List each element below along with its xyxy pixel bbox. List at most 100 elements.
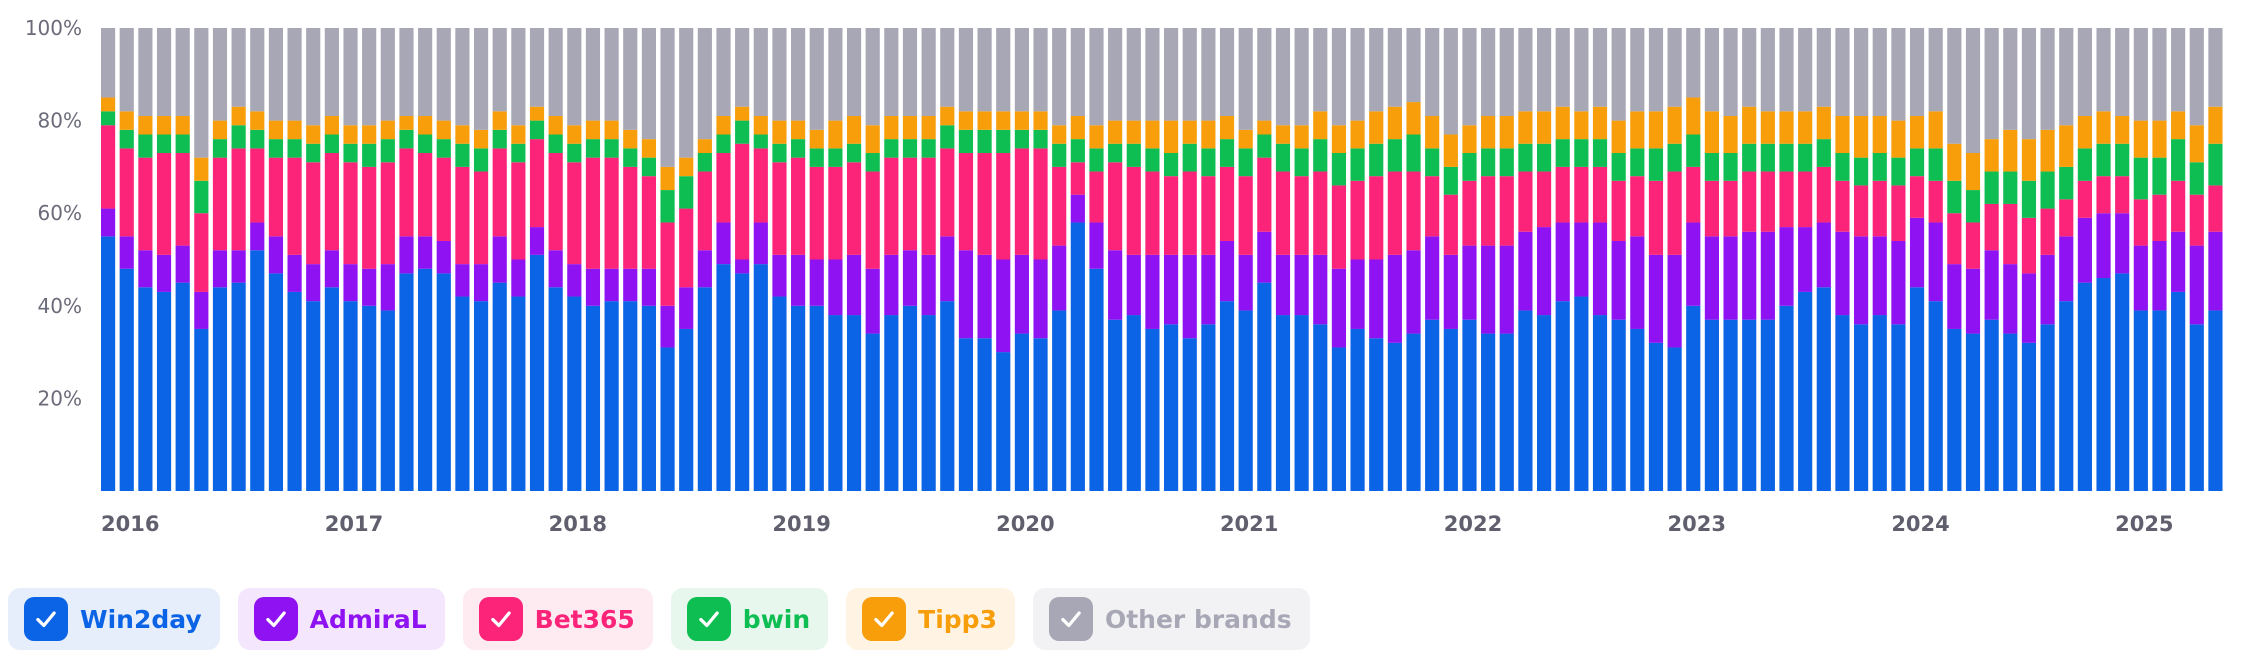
legend-item-admiral[interactable]: AdmiraL (237, 588, 445, 650)
legend-item-bwin[interactable]: bwin (670, 588, 829, 650)
legend-item-tipp3[interactable]: Tipp3 (846, 588, 1015, 650)
bar-segment-bwin (865, 153, 880, 172)
bar-segment-tipp3 (1201, 120, 1216, 149)
bar-segment-admiral (1313, 254, 1328, 325)
bar-segment-admiral (436, 240, 451, 274)
legend-checkbox-bet365[interactable] (478, 597, 523, 641)
bar-segment-bet365 (2096, 176, 2111, 214)
bar-segment-other-brands (1219, 28, 1235, 116)
bar-segment-admiral (1369, 259, 1384, 339)
legend-checkbox-admiral[interactable] (253, 597, 298, 641)
bar-segment-other-brands (436, 28, 451, 121)
bar-segment-win2day (2152, 310, 2167, 491)
bar-segment-other-brands (1164, 28, 1179, 121)
legend-label: Win2day (80, 604, 202, 634)
bar-segment-win2day (1723, 319, 1738, 491)
bar-segment-win2day (1294, 315, 1309, 491)
bar-segment-bet365 (1052, 166, 1067, 246)
bar-segment-bwin (1257, 134, 1272, 158)
bar-segment-other-brands (641, 28, 656, 140)
bar-segment-win2day (212, 287, 228, 491)
bar-segment-tipp3 (1313, 111, 1328, 140)
bar-segment-other-brands (958, 28, 974, 112)
legend-item-other-brands[interactable]: Other brands (1032, 588, 1310, 650)
x-tick-label: 2023 (1668, 512, 1726, 536)
bar-segment-admiral (735, 259, 750, 274)
stacked-bar-chart: 20% 40% 60% 80% 100% 2016 2017 2018 2019 2020 202… (25, 16, 2223, 536)
bar-segment-bwin (716, 134, 731, 154)
bar-segment-other-brands (1033, 28, 1048, 112)
bar-segment-tipp3 (2189, 125, 2204, 163)
bar-segment-tipp3 (1835, 115, 1850, 154)
legend-checkbox-bwin[interactable] (686, 597, 731, 641)
bar-segment-other-brands (1704, 28, 1719, 112)
bar-segment-admiral (2003, 264, 2018, 334)
bar-segment-bet365 (1984, 203, 1999, 251)
bar-segment-admiral (418, 236, 433, 269)
bar-segment-win2day (101, 236, 116, 491)
legend-item-win2day[interactable]: Win2day (8, 588, 220, 650)
legend-item-bet365[interactable]: Bet365 (462, 588, 653, 650)
bar-segment-other-brands (362, 28, 377, 126)
bar-segment-other-brands (1406, 28, 1421, 103)
bar-segment-bwin (1406, 134, 1421, 172)
legend-checkbox-tipp3[interactable] (862, 597, 907, 641)
bar-segment-bwin (604, 139, 619, 158)
bar-segment-tipp3 (604, 120, 619, 140)
bar-segment-tipp3 (1070, 115, 1085, 140)
bar-segment-tipp3 (1219, 115, 1235, 140)
bar-segment-win2day (1108, 319, 1123, 491)
bar-segment-admiral (492, 236, 507, 283)
bar-segment-win2day (194, 328, 209, 491)
bar-segment-other-brands (585, 28, 601, 121)
bar-segment-other-brands (473, 28, 489, 130)
bar-segment-admiral (287, 254, 302, 292)
bar-segment-bet365 (809, 166, 824, 260)
bar-segment-tipp3 (735, 106, 750, 121)
bar-segment-admiral (660, 305, 675, 348)
bar-segment-tipp3 (194, 157, 209, 181)
bar-segment-other-brands (2021, 28, 2037, 140)
bar-segment-bet365 (287, 157, 302, 255)
bar-segment-win2day (511, 296, 526, 491)
bar-segment-admiral (1909, 217, 1925, 288)
bar-segment-tipp3 (641, 139, 656, 158)
bar-segment-other-brands (2059, 28, 2074, 126)
bar-segment-win2day (529, 254, 545, 491)
bar-segment-admiral (1742, 231, 1757, 320)
bar-segment-bet365 (1835, 180, 1850, 232)
bar-segment-bwin (306, 143, 321, 163)
check-icon (490, 611, 511, 628)
bar-segment-win2day (1742, 319, 1757, 491)
bar-segment-tipp3 (119, 111, 134, 130)
bar-segment-tipp3 (791, 120, 806, 140)
bar-segment-admiral (697, 250, 712, 288)
check-icon (1061, 611, 1081, 628)
legend-checkbox-other-brands[interactable] (1048, 597, 1093, 641)
bar-segment-win2day (1331, 347, 1347, 491)
bar-segment-win2day (1481, 333, 1496, 491)
bar-segment-admiral (1219, 240, 1235, 302)
bar-segment-bet365 (1648, 180, 1664, 255)
bar-segment-bet365 (1909, 176, 1925, 218)
bar-segment-other-brands (2003, 28, 2018, 130)
bar-segment-bet365 (156, 153, 172, 255)
bar-segment-other-brands (1108, 28, 1123, 121)
bar-segment-other-brands (828, 28, 843, 121)
bar-segment-bwin (1592, 139, 1608, 167)
bar-segment-tipp3 (623, 129, 638, 149)
legend-label: Tipp3 (918, 604, 997, 634)
bar-segment-other-brands (250, 28, 265, 112)
legend-checkbox-win2day[interactable] (24, 597, 68, 641)
bar-segment-tipp3 (1462, 125, 1477, 154)
bar-segment-admiral (1965, 268, 1981, 334)
bar-segment-admiral (1947, 264, 1962, 329)
bar-segment-bwin (1014, 129, 1029, 149)
bar-segment-win2day (1219, 301, 1235, 491)
bar-segment-win2day (1536, 315, 1552, 491)
bar-segment-admiral (1070, 194, 1085, 223)
bar-segment-bet365 (1126, 166, 1141, 255)
bar-segment-admiral (324, 250, 339, 288)
bar-segment-win2day (1835, 315, 1850, 491)
bar-segment-admiral (2040, 254, 2055, 325)
